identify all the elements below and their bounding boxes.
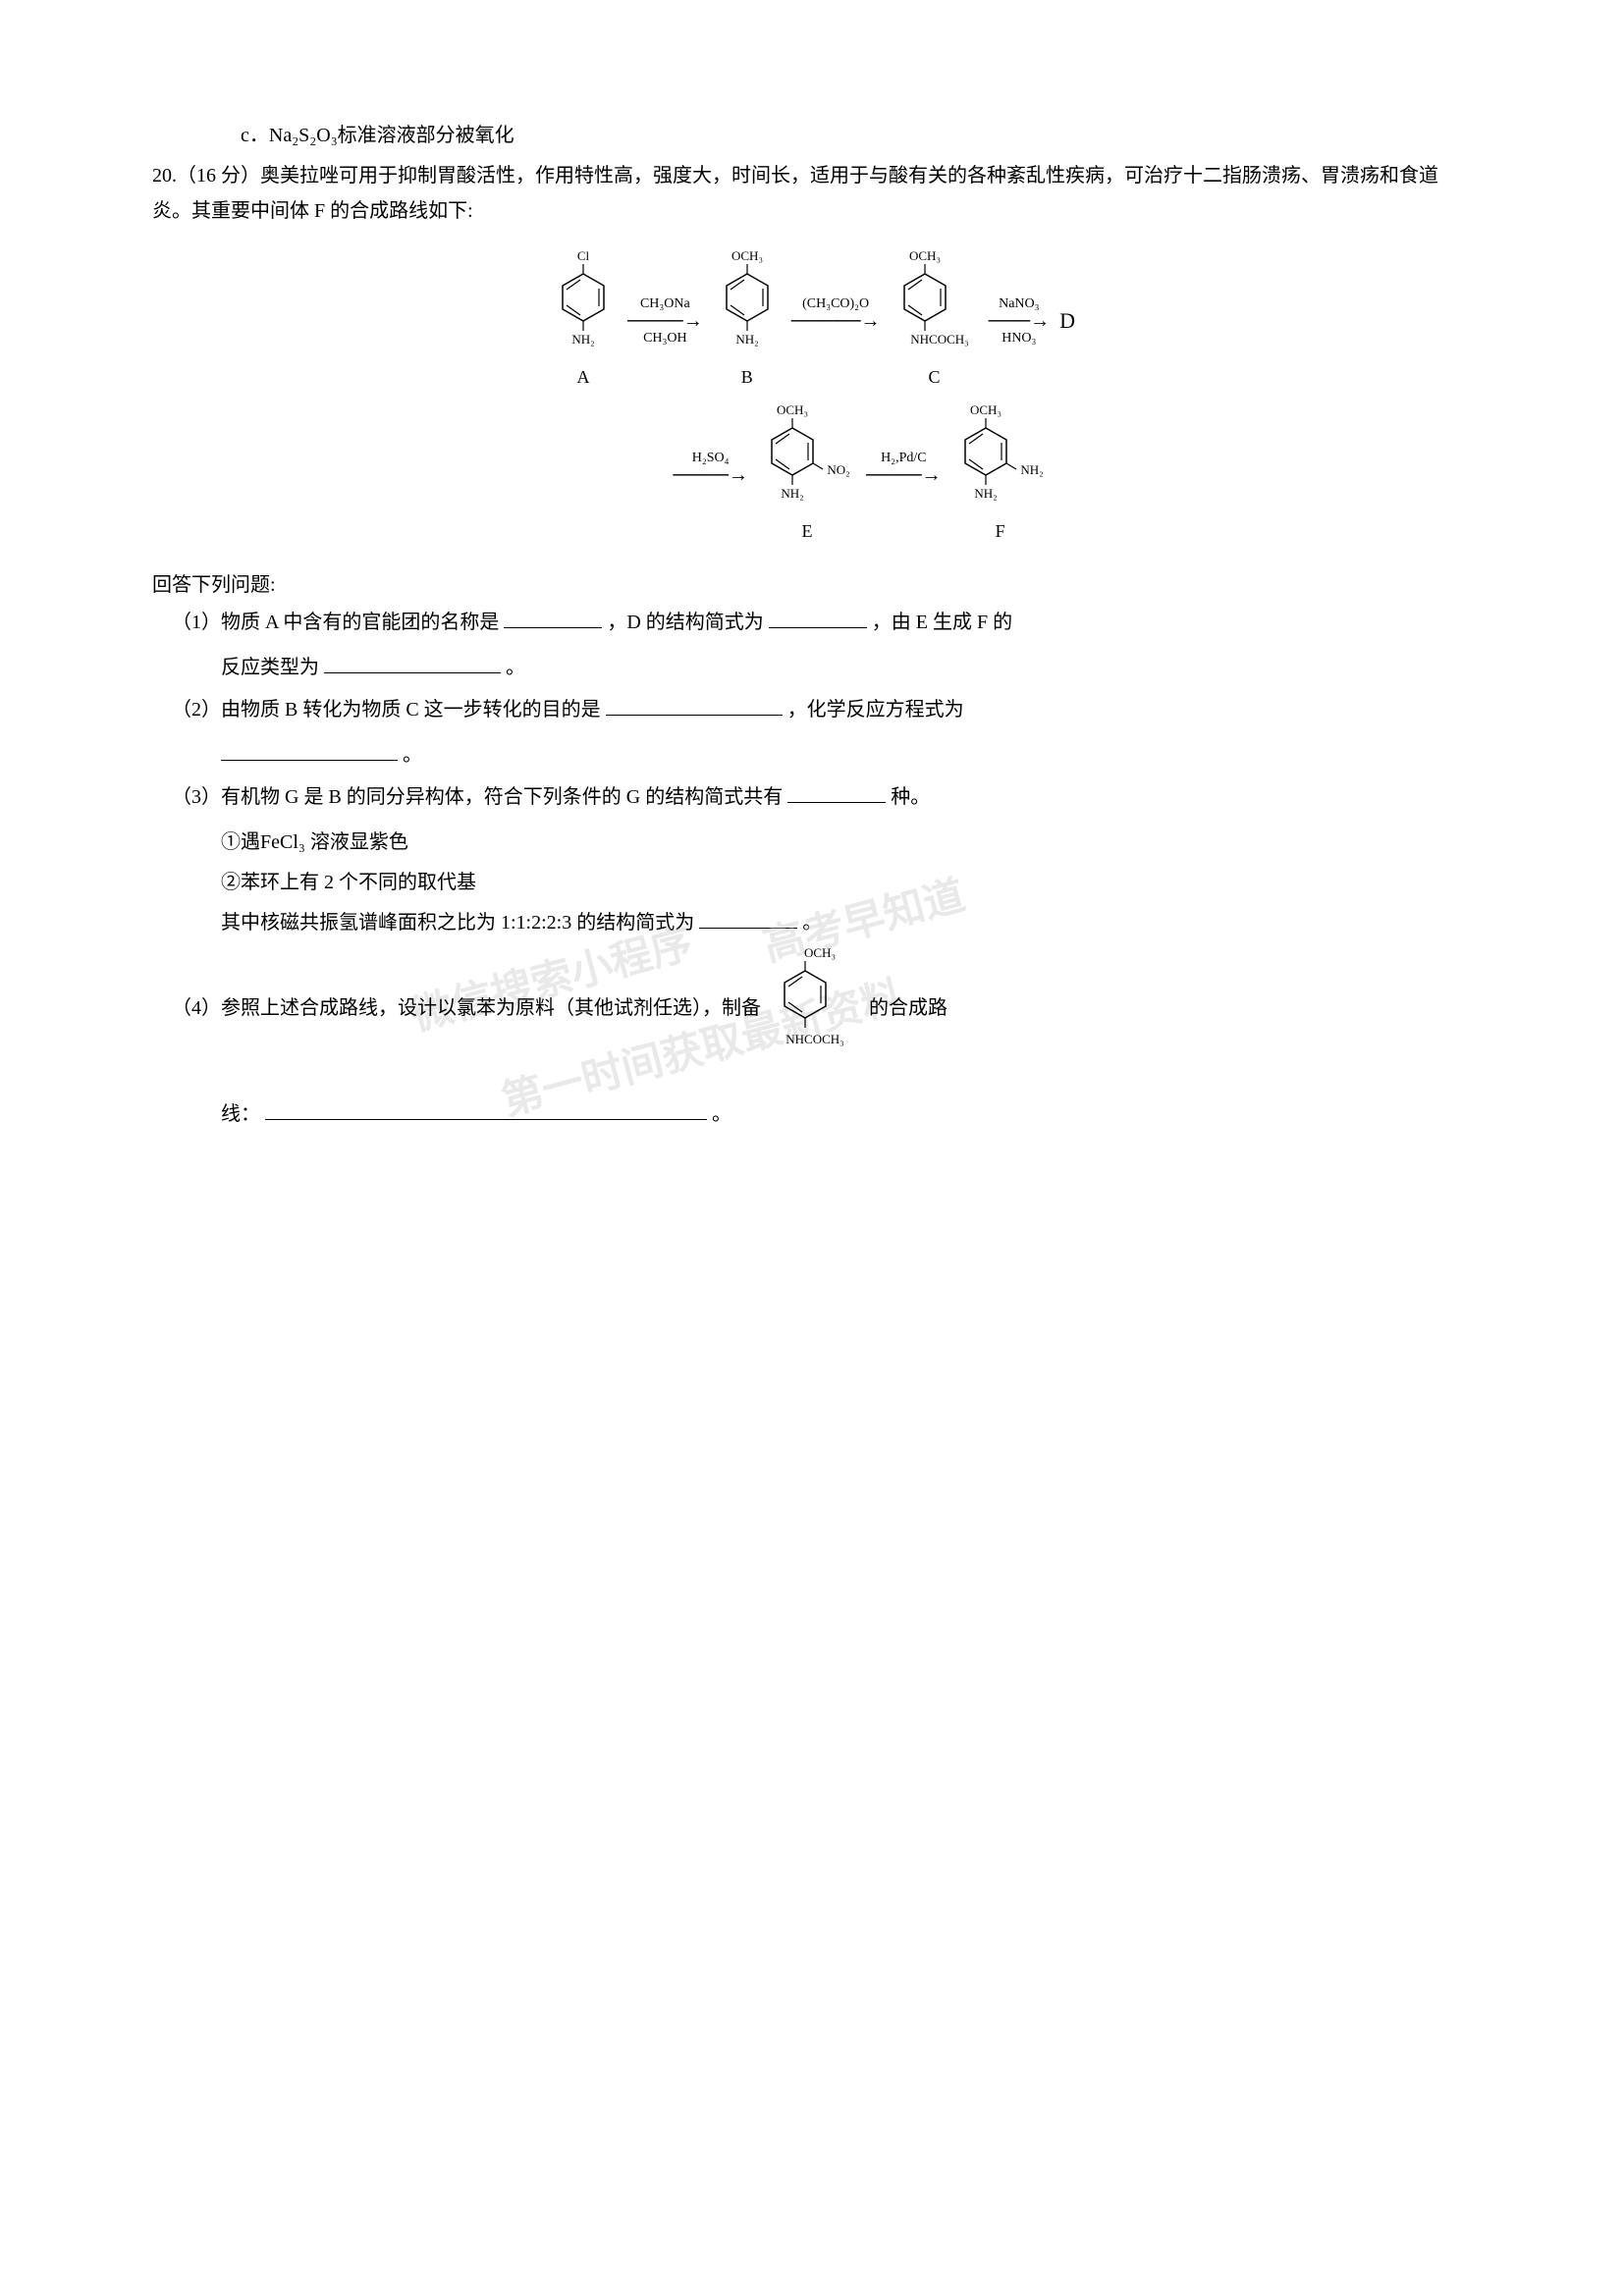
scheme-row-1: Cl NH₂ A CH₃ONa ────→ CH₃OH [152, 248, 1472, 393]
blank-field[interactable] [221, 741, 398, 761]
molecule-label-f: F [996, 515, 1005, 547]
benzene-structure-c: OCH₃ NHCOCH₃ [891, 248, 979, 356]
arrow-reagent-bottom: HNO₃ [1001, 326, 1036, 350]
q1-text-a: （1）物质 A 中含有的官能团的名称是 [172, 612, 499, 633]
arrow-reagent-bottom: CH₃OH [643, 326, 687, 350]
q4-text-a: （4）参照上述合成路线，设计以氯苯为原料（其他试剂任选），制备 [172, 988, 761, 1028]
sub-question-3-sub1: ①遇FeCl₃ 溶液显紫色 [152, 825, 1472, 860]
molecule-c: OCH₃ NHCOCH₃ C [891, 248, 979, 393]
molecule-label-b: B [741, 361, 753, 393]
q4-text-c: 线： [221, 1103, 260, 1125]
substituent-bottom: NHCOCH₃ [910, 332, 968, 347]
question-20-intro: 20.（16 分）奥美拉唑可用于抑制胃酸活性，作用特性高，强度大，时间长，适用于… [152, 158, 1472, 229]
sub-question-3: （3）有机物 G 是 B 的同分异构体，符合下列条件的 G 的结构简式共有 种。 [152, 777, 1472, 817]
q3-text-b: 种。 [891, 786, 930, 808]
option-c-line: c．Na₂S₂O₃标准溶液部分被氧化 [152, 118, 1472, 153]
inline-molecule-product: OCH₃ NHCOCH₃ [766, 945, 864, 1072]
blank-field[interactable] [699, 909, 797, 929]
q3-sub3-b: 。 [802, 912, 822, 934]
substituent-top: OCH₃ [731, 248, 763, 263]
q1-text-c: ，由 E 生成 F 的 [872, 612, 1012, 633]
benzene-structure-b: OCH₃ NH₂ [713, 248, 782, 356]
molecule-e: OCH₃ NH₂ NO₂ E [758, 402, 856, 547]
molecule-d: D [1059, 301, 1075, 341]
molecule-a: Cl NH₂ A [549, 248, 618, 393]
benzene-structure-e: OCH₃ NH₂ NO₂ [758, 402, 856, 510]
q3-sub3-a: 其中核磁共振氢谱峰面积之比为 1:1:2:2:3 的结构简式为 [221, 912, 694, 934]
molecule-label-e: E [802, 515, 813, 547]
arrow-5: H₂,Pd/C ────→ [866, 446, 942, 505]
sub-question-4-cont: 线： 。 [152, 1096, 1472, 1132]
molecule-b: OCH₃ NH₂ B [713, 248, 782, 393]
sub-question-1: （1）物质 A 中含有的官能团的名称是 ，D 的结构简式为 ，由 E 生成 F … [152, 603, 1472, 642]
molecule-label-d: D [1059, 301, 1075, 341]
sub-question-2-cont: 。 [152, 737, 1472, 773]
q2-text-c: 。 [403, 744, 422, 766]
blank-field[interactable] [606, 696, 783, 716]
arrow-3: NaNO₃ ───→ HNO₃ [989, 292, 1051, 350]
blank-field[interactable] [769, 609, 867, 628]
q1-text-b: ，D 的结构简式为 [607, 612, 763, 633]
q4-text-d: 。 [712, 1103, 731, 1125]
benzene-structure-a: Cl NH₂ [549, 248, 618, 356]
substituent-top: OCH₃ [909, 248, 941, 263]
substituent-right: NH₂ [1020, 462, 1043, 477]
substituent-bottom: NH₂ [974, 486, 997, 501]
q1-text-d: 反应类型为 [221, 657, 319, 678]
reaction-scheme: Cl NH₂ A CH₃ONa ────→ CH₃OH [152, 248, 1472, 548]
substituent-top: OCH₃ [777, 402, 808, 417]
substituent-right: NO₂ [827, 462, 849, 477]
blank-field[interactable] [787, 783, 886, 803]
substituent-bottom: NH₂ [735, 332, 758, 347]
arrow-1: CH₃ONa ────→ CH₃OH [627, 292, 703, 350]
substituent-top: OCH₃ [804, 945, 836, 960]
arrow-reagent-bottom [834, 326, 838, 350]
blank-field[interactable] [504, 609, 602, 628]
molecule-label-a: A [577, 361, 590, 393]
q1-text-e: 。 [506, 657, 525, 678]
blank-field[interactable] [324, 654, 501, 673]
sub-question-3-sub3: 其中核磁共振氢谱峰面积之比为 1:1:2:2:3 的结构简式为 。 [152, 905, 1472, 940]
scheme-row-2: H₂SO₄ ────→ OCH₃ NH₂ NO₂ E [250, 402, 1472, 547]
answer-header: 回答下列问题: [152, 567, 1472, 603]
sub-question-3-sub2: ②苯环上有 2 个不同的取代基 [152, 865, 1472, 900]
substituent-bottom: NH₂ [571, 332, 594, 347]
arrow-reagent-bottom [709, 480, 713, 505]
substituent-bottom: NHCOCH₃ [785, 1032, 843, 1046]
substituent-top: Cl [577, 248, 590, 263]
q3-text-a: （3）有机物 G 是 B 的同分异构体，符合下列条件的 G 的结构简式共有 [172, 786, 783, 808]
substituent-top: OCH₃ [970, 402, 1001, 417]
molecule-label-c: C [929, 361, 941, 393]
benzene-structure-f: OCH₃ NH₂ NH₂ [951, 402, 1050, 510]
arrow-4: H₂SO₄ ────→ [673, 446, 748, 505]
molecule-f: OCH₃ NH₂ NH₂ F [951, 402, 1050, 547]
q2-text-a: （2）由物质 B 转化为物质 C 这一步转化的目的是 [172, 699, 601, 721]
q4-text-b: 的合成路 [869, 988, 947, 1028]
arrow-2: (CH₃CO)₂O ─────→ [791, 292, 881, 350]
substituent-bottom: NH₂ [781, 486, 803, 501]
sub-question-4: （4）参照上述合成路线，设计以氯苯为原料（其他试剂任选），制备 OCH₃ NHC… [152, 945, 1472, 1072]
arrow-reagent-bottom [902, 480, 906, 505]
blank-field[interactable] [265, 1100, 707, 1120]
benzene-structure-product: OCH₃ NHCOCH₃ [766, 945, 864, 1058]
sub-question-1-cont: 反应类型为 。 [152, 650, 1472, 685]
sub-question-2: （2）由物质 B 转化为物质 C 这一步转化的目的是 ，化学反应方程式为 [152, 690, 1472, 729]
q2-text-b: ，化学反应方程式为 [787, 699, 964, 721]
